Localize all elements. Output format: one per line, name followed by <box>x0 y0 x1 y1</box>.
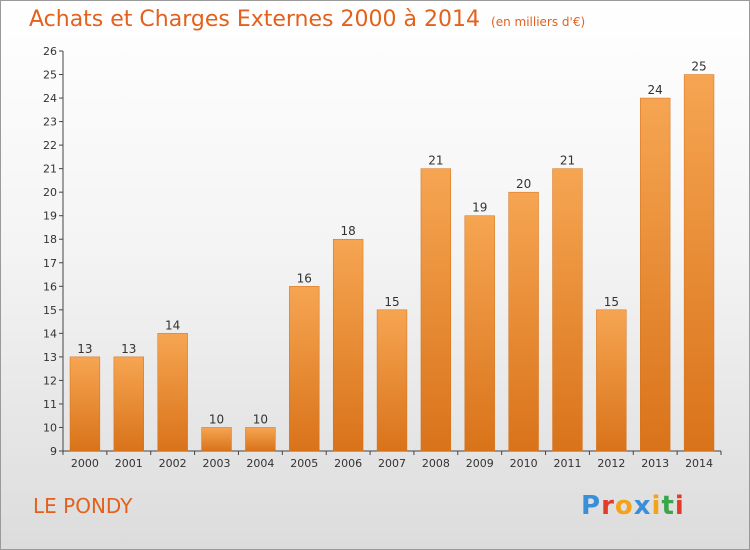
bar-value-label: 21 <box>428 154 443 168</box>
x-tick-label: 2012 <box>597 457 625 470</box>
bar-value-label: 10 <box>253 412 268 426</box>
y-tick-label: 12 <box>43 374 57 387</box>
bar-value-label: 14 <box>165 318 180 332</box>
bar-value-label: 18 <box>340 224 355 238</box>
title-unit: (en milliers d'€) <box>491 15 586 29</box>
bar <box>289 286 320 452</box>
x-tick-label: 2001 <box>115 457 143 470</box>
bar <box>640 97 671 452</box>
bar-value-label: 25 <box>691 60 706 74</box>
bar <box>245 427 276 452</box>
y-tick-label: 22 <box>43 139 57 152</box>
x-tick-label: 2007 <box>378 457 406 470</box>
y-tick-label: 18 <box>43 233 57 246</box>
bar <box>420 168 452 452</box>
bar-value-label: 15 <box>604 295 619 309</box>
y-tick-label: 13 <box>43 351 57 364</box>
y-tick-label: 26 <box>43 45 57 58</box>
y-tick-label: 15 <box>43 304 57 317</box>
x-tick-label: 2009 <box>466 457 494 470</box>
x-tick-label: 2002 <box>159 457 187 470</box>
y-tick-label: 25 <box>43 69 57 82</box>
y-tick-label: 21 <box>43 163 57 176</box>
bar <box>201 427 232 452</box>
bar <box>552 168 583 452</box>
bar <box>157 333 188 452</box>
logo-letter: x <box>633 491 652 521</box>
x-tick-label: 2000 <box>71 457 99 470</box>
logo-letter: P <box>581 491 602 521</box>
bar-value-label: 20 <box>516 177 531 191</box>
logo-letter: o <box>614 491 634 521</box>
bar <box>683 74 715 452</box>
x-tick-label: 2010 <box>510 457 538 470</box>
bar-value-label: 16 <box>297 271 312 285</box>
bar <box>508 191 539 452</box>
title-text: Achats et Charges Externes 2000 à 2014 <box>29 7 480 32</box>
bar-value-label: 24 <box>648 83 663 97</box>
place-name: LE PONDY <box>33 494 133 518</box>
x-tick-label: 2005 <box>290 457 318 470</box>
logo-letter: i <box>651 491 662 521</box>
y-tick-label: 10 <box>43 421 57 434</box>
x-tick-label: 2008 <box>422 457 450 470</box>
chart-title: Achats et Charges Externes 2000 à 2014 (… <box>29 7 585 32</box>
y-tick-label: 24 <box>43 92 57 105</box>
y-tick-label: 17 <box>43 257 57 270</box>
x-tick-label: 2003 <box>203 457 231 470</box>
logo-letter: t <box>661 491 675 521</box>
bar <box>332 238 364 452</box>
bar <box>113 356 144 452</box>
y-tick-label: 11 <box>43 398 57 411</box>
bar <box>596 309 627 452</box>
bar <box>464 215 495 452</box>
y-tick-label: 16 <box>43 280 57 293</box>
x-tick-label: 2013 <box>641 457 669 470</box>
y-tick-label: 19 <box>43 210 57 223</box>
bar-value-label: 10 <box>209 412 224 426</box>
bar-value-label: 13 <box>77 342 92 356</box>
y-tick-label: 23 <box>43 116 57 129</box>
y-tick-label: 20 <box>43 186 57 199</box>
x-tick-label: 2006 <box>334 457 362 470</box>
y-tick-label: 14 <box>43 327 57 340</box>
y-tick-label: 9 <box>50 445 57 458</box>
x-tick-label: 2004 <box>246 457 274 470</box>
x-tick-label: 2014 <box>685 457 713 470</box>
bar-value-label: 15 <box>384 295 399 309</box>
logo-letter: i <box>674 491 685 521</box>
bar-value-label: 19 <box>472 201 487 215</box>
bar <box>69 356 101 452</box>
bar <box>376 309 408 452</box>
x-tick-label: 2011 <box>553 457 581 470</box>
proxiti-logo: Proxiti <box>581 491 685 521</box>
bar-value-label: 13 <box>121 342 136 356</box>
logo-letter: r <box>601 491 615 521</box>
bar-value-label: 21 <box>560 154 575 168</box>
